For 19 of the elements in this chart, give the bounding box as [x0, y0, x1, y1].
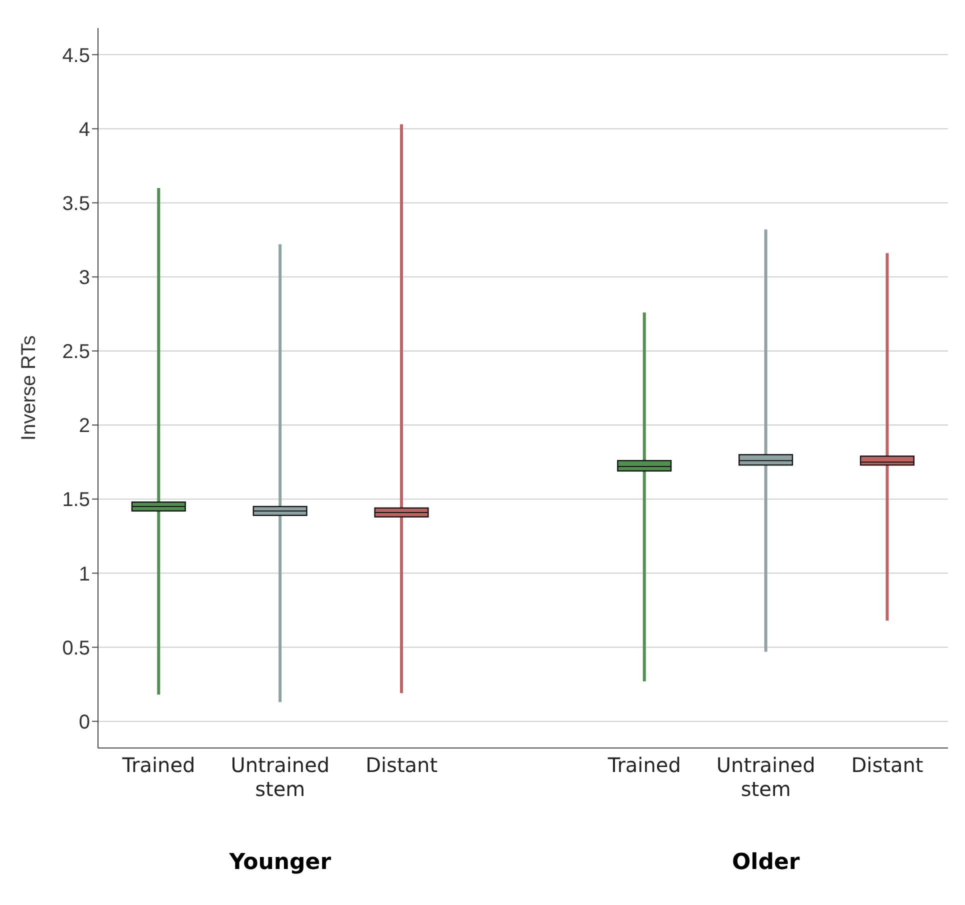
y-tick-label: 3.5 — [62, 192, 90, 215]
y-tick-label: 3 — [78, 266, 90, 289]
x-tick-label: Distant — [851, 753, 924, 777]
y-tick-label: 0.5 — [62, 637, 90, 660]
text: Older — [730, 850, 801, 875]
y-tick-label: 2.5 — [62, 341, 90, 364]
y-tick-label: 1.5 — [62, 489, 90, 512]
x-tick-label: Distant — [366, 753, 438, 777]
y-tick-label: 2 — [78, 415, 90, 438]
y-tick-label: 4.5 — [62, 44, 90, 67]
y-tick-label: 0 — [78, 711, 90, 734]
x-tick-label: Untrained stem — [230, 753, 330, 801]
y-axis-title: Inverse RTs — [18, 335, 40, 441]
y-tick-label: 1 — [78, 563, 90, 586]
x-tick-label: Trained — [606, 753, 681, 777]
x-tick-label: Trained — [121, 753, 196, 777]
x-tick-label: Untrained stem — [716, 753, 816, 801]
y-tick-label: 4 — [78, 118, 90, 141]
text: Younger — [228, 850, 332, 875]
